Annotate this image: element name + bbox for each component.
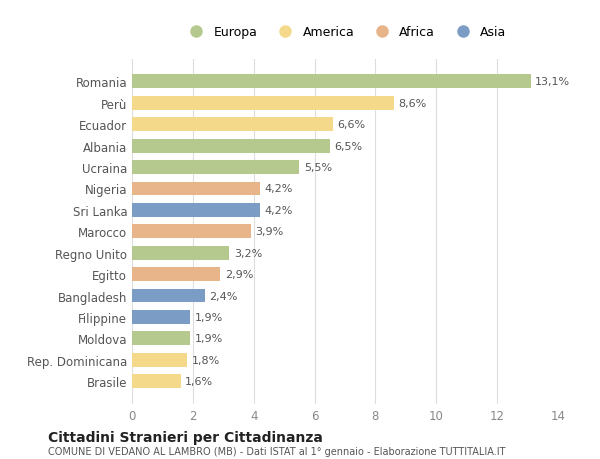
Text: 1,8%: 1,8% [191, 355, 220, 365]
Text: 4,2%: 4,2% [265, 206, 293, 215]
Bar [132, 97, 394, 111]
Text: 3,2%: 3,2% [234, 248, 262, 258]
Text: 6,5%: 6,5% [334, 141, 362, 151]
Text: 2,4%: 2,4% [209, 291, 238, 301]
Text: 6,6%: 6,6% [337, 120, 365, 130]
Bar [132, 75, 530, 89]
Bar [132, 375, 181, 388]
Bar [132, 246, 229, 260]
Legend: Europa, America, Africa, Asia: Europa, America, Africa, Asia [179, 21, 511, 44]
Bar [132, 118, 333, 132]
Text: 1,9%: 1,9% [194, 334, 223, 344]
Bar [132, 268, 220, 281]
Bar [132, 353, 187, 367]
Bar [132, 203, 260, 218]
Text: Cittadini Stranieri per Cittadinanza: Cittadini Stranieri per Cittadinanza [48, 430, 323, 444]
Text: 1,9%: 1,9% [194, 312, 223, 322]
Text: 1,6%: 1,6% [185, 376, 214, 386]
Bar [132, 140, 330, 153]
Text: COMUNE DI VEDANO AL LAMBRO (MB) - Dati ISTAT al 1° gennaio - Elaborazione TUTTIT: COMUNE DI VEDANO AL LAMBRO (MB) - Dati I… [48, 447, 505, 456]
Bar [132, 161, 299, 175]
Text: 2,9%: 2,9% [225, 269, 253, 280]
Bar [132, 225, 251, 239]
Text: 3,9%: 3,9% [255, 227, 283, 237]
Text: 5,5%: 5,5% [304, 163, 332, 173]
Text: 13,1%: 13,1% [535, 77, 571, 87]
Bar [132, 332, 190, 346]
Text: 8,6%: 8,6% [398, 99, 427, 109]
Bar [132, 182, 260, 196]
Bar [132, 289, 205, 303]
Bar [132, 310, 190, 324]
Text: 4,2%: 4,2% [265, 184, 293, 194]
